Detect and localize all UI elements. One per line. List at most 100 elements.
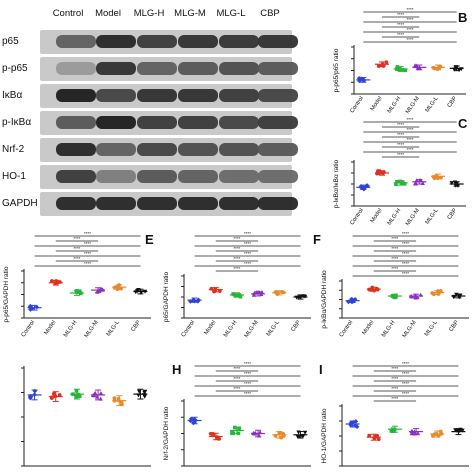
blot-row-label: GAPDH: [2, 198, 38, 209]
x-tick-label: MLG-M: [402, 320, 418, 339]
x-tick-label: MLG-L: [425, 207, 441, 226]
data-point: [141, 393, 147, 398]
data-point: [298, 295, 303, 300]
x-tick-label: Model: [203, 320, 217, 336]
data-point: [257, 430, 263, 435]
significance-stars: ****: [391, 236, 398, 241]
data-point: [297, 434, 302, 439]
blot-band: [137, 197, 177, 210]
blot-band: [56, 89, 96, 102]
data-point: [57, 280, 62, 284]
x-tick-label: MLG-H: [381, 320, 397, 339]
data-point: [230, 431, 234, 436]
data-point: [142, 289, 148, 294]
blot-row-label: p-p65: [2, 63, 28, 74]
significance-stars: ****: [402, 232, 409, 236]
data-point: [34, 304, 40, 310]
blot-band: [178, 197, 218, 210]
blot-column-mlg-h: MLG-H: [133, 8, 165, 19]
data-point: [233, 425, 237, 430]
data-point: [256, 433, 262, 438]
data-point: [237, 426, 242, 431]
data-point: [50, 279, 54, 283]
data-point: [390, 294, 395, 298]
significance-stars: ****: [402, 241, 409, 246]
data-point: [437, 64, 442, 69]
panel-label-c: C: [458, 116, 468, 131]
blot-column-cbp: CBP: [260, 8, 280, 19]
data-point: [370, 285, 375, 290]
blot-strip: [40, 111, 298, 135]
blot-band: [178, 170, 218, 183]
data-point: [420, 181, 425, 186]
data-point: [372, 288, 377, 293]
significance-stars: ****: [233, 266, 240, 271]
significance-stars: ****: [397, 122, 404, 127]
data-point: [409, 428, 415, 433]
data-point: [98, 396, 103, 401]
data-point: [136, 393, 141, 398]
blot-band: [137, 89, 177, 102]
blot-row-label: p65: [2, 36, 19, 47]
blot-band: [137, 35, 177, 48]
blot-band: [219, 170, 259, 183]
data-point: [74, 389, 79, 393]
blot-band: [96, 197, 136, 210]
blot-band: [56, 143, 96, 156]
data-point: [98, 391, 104, 396]
x-tick-label: Control: [349, 96, 365, 115]
data-point: [452, 294, 457, 299]
blot-band: [258, 62, 298, 75]
data-point: [395, 179, 399, 184]
data-point: [258, 291, 264, 296]
data-point: [393, 293, 398, 298]
data-point: [403, 68, 408, 73]
blot-band: [219, 35, 259, 48]
data-point: [136, 288, 141, 293]
significance-stars: ****: [233, 256, 240, 261]
x-tick-label: Control: [349, 208, 365, 227]
blot-band: [258, 35, 298, 48]
blot-band: [258, 116, 298, 129]
x-tick-label: MLG-H: [387, 208, 403, 227]
data-point: [413, 293, 418, 298]
data-point: [435, 67, 440, 72]
data-point: [436, 292, 441, 296]
significance-stars: ****: [233, 366, 240, 371]
x-tick-label: CBP: [130, 320, 142, 333]
significance-stars: ****: [233, 246, 240, 251]
scatter-panel-g: [21, 366, 151, 467]
scatter-panel-h: Nrf-2/GAPDH ratio **** **** **** **** **** ***…: [163, 362, 311, 467]
significance-stars: ****: [391, 256, 398, 261]
significance-stars: ****: [406, 147, 413, 152]
x-tick-label: MLG-M: [84, 320, 100, 339]
western-blot-panel: Control Model MLG-H MLG-M MLG-L CBP p65 p-p65 Iκ…: [0, 0, 298, 220]
significance-stars: ****: [391, 376, 398, 381]
significance-stars: ****: [244, 241, 251, 246]
x-tick-label: MLG-L: [266, 319, 282, 338]
scatter-panel-d: p-p65/GAPDH ratio **** **** **** **** **** ***…: [3, 232, 151, 339]
x-tick-label: MLG-M: [405, 96, 421, 115]
data-point: [436, 434, 441, 438]
data-point: [398, 68, 402, 72]
x-tick-label: CBP: [447, 208, 459, 221]
significance-stars: ****: [406, 137, 413, 142]
significance-stars: ****: [84, 241, 91, 246]
blot-band: [96, 116, 136, 129]
blot-row-label: HO-1: [2, 171, 26, 182]
significance-stars: ****: [244, 362, 251, 366]
x-tick-label: MLG-L: [106, 319, 122, 338]
data-point: [115, 287, 120, 292]
blot-band: [258, 170, 298, 183]
significance-stars: ****: [233, 236, 240, 241]
blot-band: [219, 143, 259, 156]
data-point: [439, 175, 443, 180]
data-point: [209, 286, 214, 291]
significance-stars: ****: [406, 8, 413, 12]
significance-stars: ****: [402, 362, 409, 366]
data-point: [431, 65, 436, 70]
data-point: [380, 62, 385, 67]
data-point: [188, 418, 193, 424]
data-point: [418, 292, 423, 297]
data-point: [367, 433, 372, 438]
